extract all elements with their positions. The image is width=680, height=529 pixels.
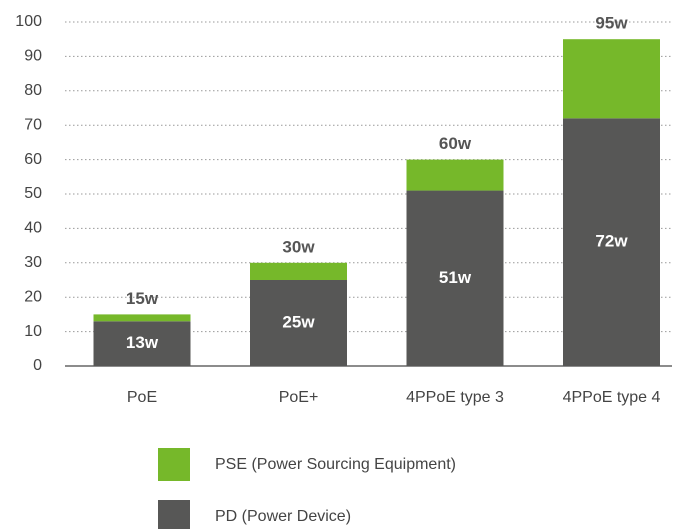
bar-segment	[250, 280, 347, 366]
bar-label: 25w	[282, 312, 315, 331]
bar-segment	[93, 321, 191, 366]
bar-label: 72w	[595, 232, 628, 251]
legend-swatch	[158, 500, 190, 529]
y-tick-label: 90	[24, 48, 42, 65]
bar-segment	[406, 159, 504, 191]
bar-segment	[563, 39, 660, 119]
y-tick-label: 40	[24, 220, 42, 237]
x-tick-label: 4PPoE type 3	[406, 389, 504, 406]
y-tick-label: 80	[24, 82, 42, 99]
y-tick-label: 20	[24, 288, 42, 305]
legend-label: PD (Power Device)	[215, 508, 351, 525]
total-label: 95w	[595, 14, 628, 33]
total-label: 15w	[126, 289, 159, 308]
bar-segment	[406, 190, 504, 366]
bar-label: 13w	[126, 333, 159, 352]
y-tick-label: 100	[15, 13, 42, 30]
bar-label: 51w	[439, 268, 472, 287]
y-tick-label: 0	[33, 357, 42, 374]
legend-label: PSE (Power Sourcing Equipment)	[215, 456, 456, 473]
y-tick-label: 30	[24, 254, 42, 271]
y-tick-label: 10	[24, 323, 42, 340]
bar-segment	[93, 314, 191, 322]
bar-segment	[563, 118, 660, 366]
total-label: 60w	[439, 134, 472, 153]
x-tick-label: PoE+	[279, 389, 319, 406]
y-tick-label: 70	[24, 116, 42, 133]
x-tick-label: PoE	[127, 389, 157, 406]
total-label: 30w	[282, 237, 315, 256]
legend-swatch	[158, 448, 190, 481]
y-tick-label: 60	[24, 151, 42, 168]
bar-segment	[250, 262, 347, 280]
x-tick-label: 4PPoE type 4	[563, 389, 661, 406]
y-tick-label: 50	[24, 185, 42, 202]
